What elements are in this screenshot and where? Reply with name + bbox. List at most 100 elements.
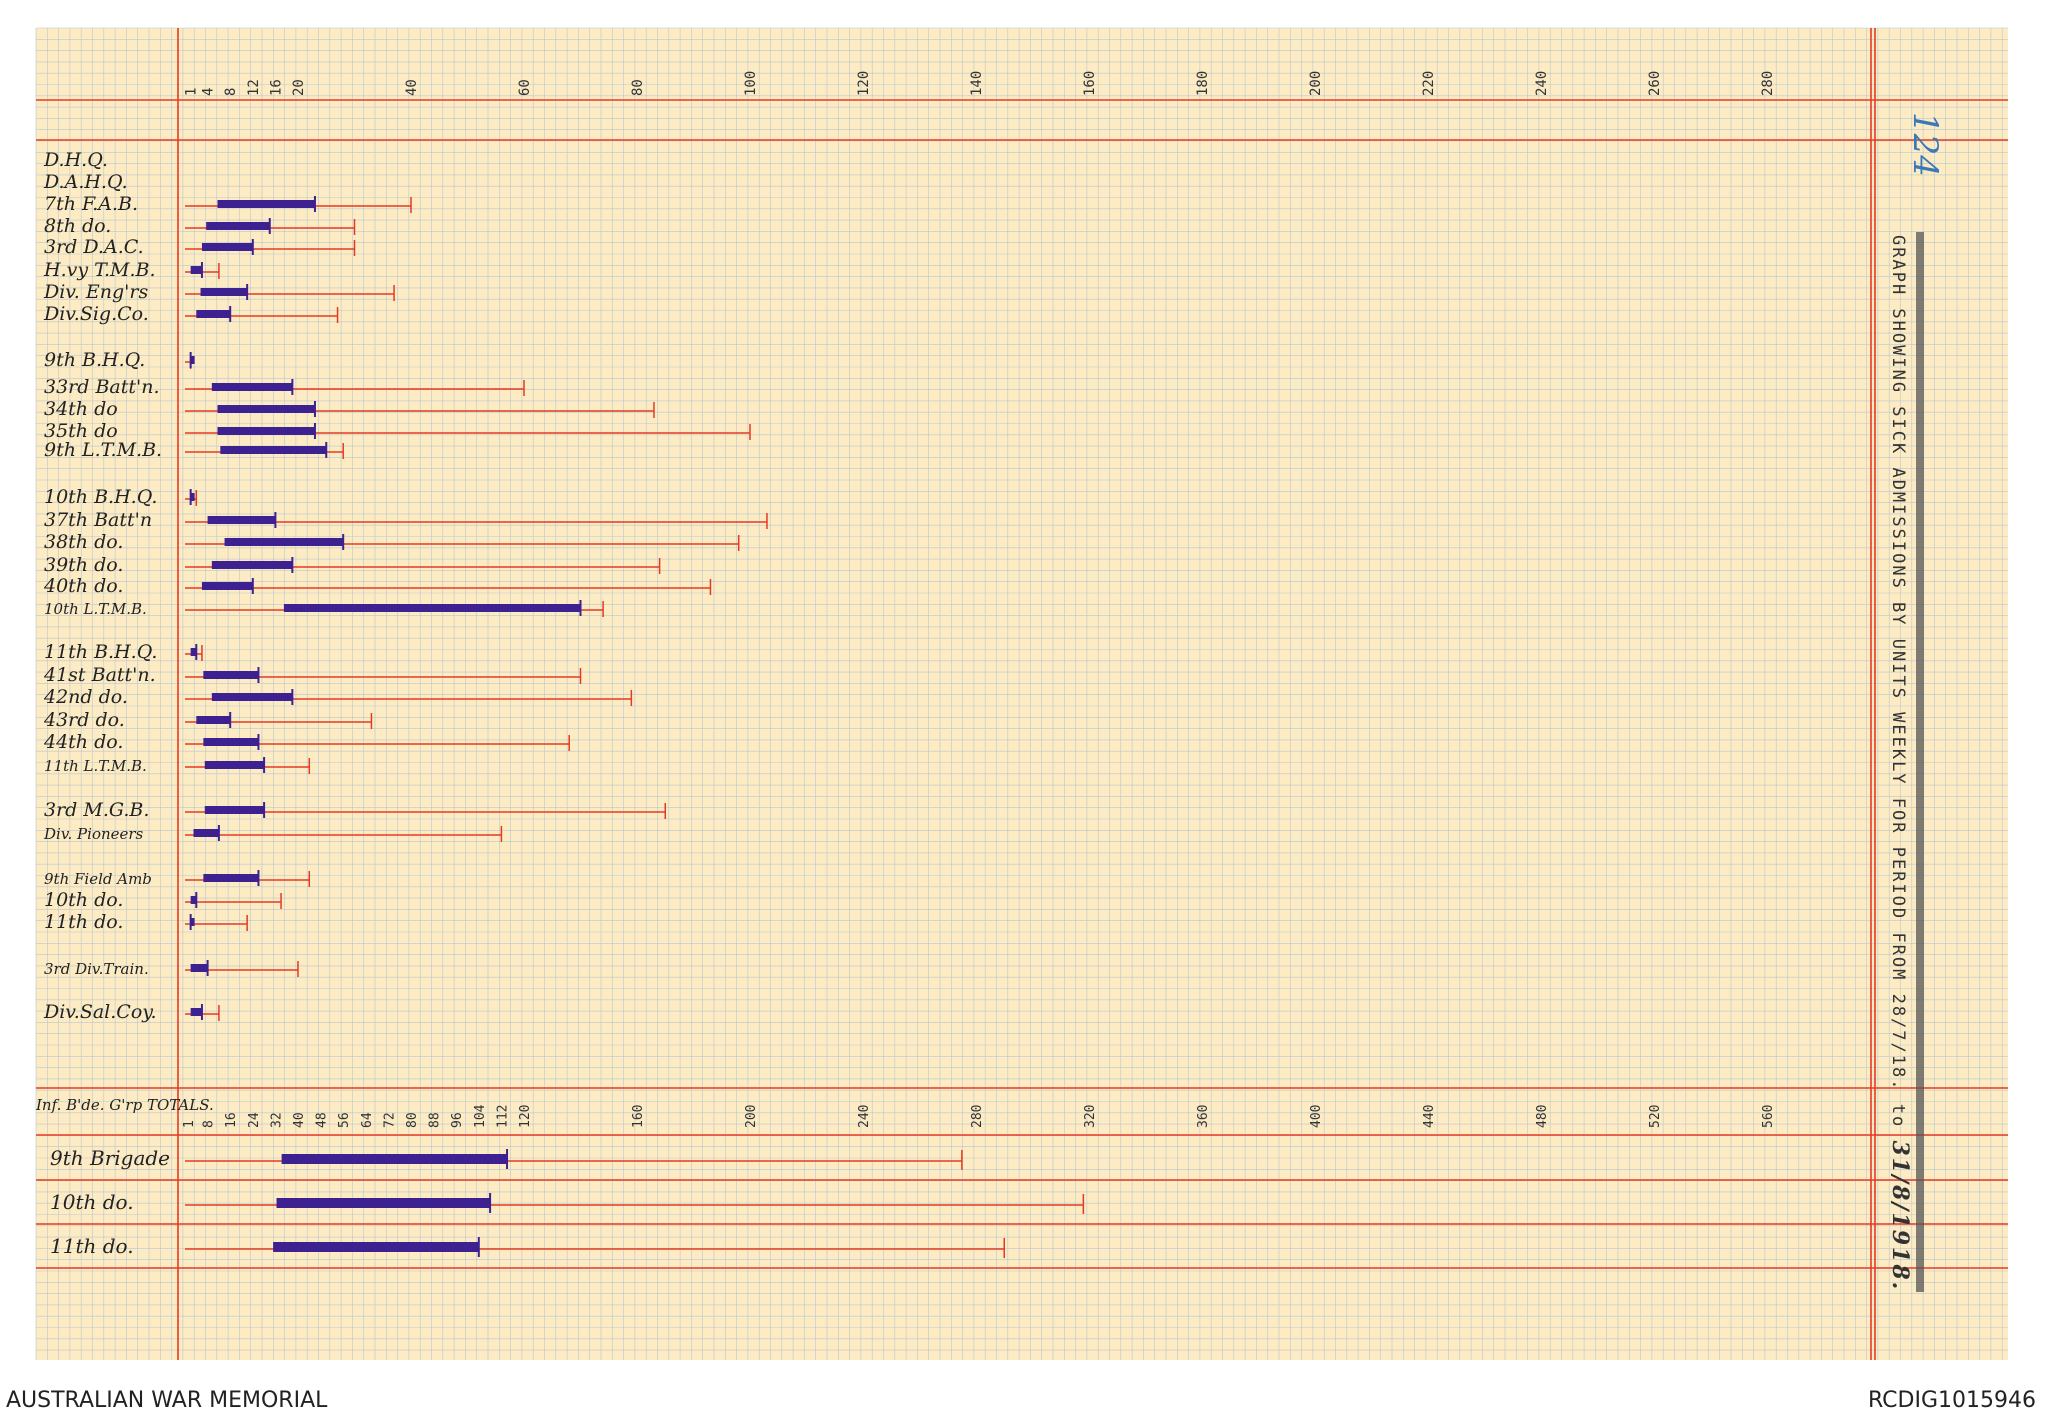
category-label: 11th L.T.M.B. xyxy=(44,757,147,775)
totals-tick-label: 16 xyxy=(224,1112,239,1128)
admission-bar xyxy=(217,427,315,435)
admission-bar xyxy=(224,538,344,546)
x-tick-label: 16 xyxy=(268,79,284,96)
category-label: 41st Batt'n. xyxy=(43,664,156,686)
totals-tick-label: 1 xyxy=(182,1120,197,1128)
admission-bar xyxy=(217,200,315,208)
category-label: 10th L.T.M.B. xyxy=(44,600,147,618)
category-label: 9th Field Amb xyxy=(44,870,152,888)
x-tick-label: 280 xyxy=(1760,71,1776,96)
totals-tick-label: 360 xyxy=(1196,1105,1211,1128)
category-label: 3rd Div.Train. xyxy=(44,960,149,978)
admission-bar xyxy=(204,761,265,769)
admission-bar xyxy=(201,243,253,251)
admission-bar xyxy=(211,383,293,391)
category-label: 11th do. xyxy=(44,911,123,933)
totals-bar xyxy=(273,1242,479,1252)
category-label: 10th B.H.Q. xyxy=(44,486,157,508)
grid xyxy=(35,27,2008,1360)
x-tick-label: 240 xyxy=(1534,71,1550,96)
category-label: 37th Batt'n xyxy=(44,509,152,531)
category-label: 9th B.H.Q. xyxy=(44,349,145,371)
totals-category-label: 11th do. xyxy=(50,1234,134,1258)
x-tick-label: 260 xyxy=(1647,71,1663,96)
totals-tick-label: 160 xyxy=(631,1105,646,1128)
category-label: Div.Sig.Co. xyxy=(43,303,149,325)
x-tick-label: 60 xyxy=(517,79,533,96)
x-tick-label: 20 xyxy=(291,79,307,96)
admission-bar xyxy=(220,446,327,454)
totals-tick-label: 320 xyxy=(1083,1105,1098,1128)
admission-bar xyxy=(190,1008,202,1016)
x-tick-label: 180 xyxy=(1195,71,1211,96)
totals-tick-label: 240 xyxy=(857,1105,872,1128)
admission-bar xyxy=(196,310,231,318)
date-from: 28/7/18. xyxy=(1888,993,1908,1092)
totals-tick-label: 560 xyxy=(1761,1105,1776,1128)
paper-sheet xyxy=(36,28,2008,1360)
footer-credit: AUSTRALIAN WAR MEMORIAL xyxy=(6,1388,328,1413)
totals-tick-label: 88 xyxy=(428,1112,443,1128)
category-label: 43rd do. xyxy=(43,709,125,731)
sick-admissions-chart: 1 4 8 12 16 20 40 60 80 100 120 140 160 180 200 220 240 2… xyxy=(35,27,2008,1360)
totals-tick-label: 104 xyxy=(473,1104,488,1128)
totals-tick-label: 24 xyxy=(247,1112,262,1128)
totals-tick-label: 48 xyxy=(315,1112,330,1128)
admission-bar xyxy=(190,266,202,274)
category-label: 10th do. xyxy=(44,889,123,911)
totals-category-label: 9th Brigade xyxy=(50,1146,170,1170)
admission-bar xyxy=(217,405,315,413)
date-to: 31/8/1918. xyxy=(1887,1140,1913,1292)
admission-bar xyxy=(204,806,265,814)
x-tick-label: 160 xyxy=(1082,71,1098,96)
category-label: 39th do. xyxy=(44,554,123,576)
category-label: 44th do. xyxy=(43,731,123,753)
totals-tick-label: 200 xyxy=(744,1105,759,1128)
chart-title: GRAPH SHOWING SICK ADMISSIONS BY UNITS W… xyxy=(1883,235,1913,1295)
admission-bar xyxy=(200,288,248,296)
admission-bar xyxy=(196,716,231,724)
date-to-word: to xyxy=(1888,1103,1908,1129)
admission-bar xyxy=(193,829,219,837)
totals-category-label: 10th do. xyxy=(50,1190,134,1214)
category-label: 11th B.H.Q. xyxy=(44,641,157,663)
admission-bar xyxy=(190,648,197,656)
category-label: 7th F.A.B. xyxy=(44,193,138,215)
category-label: Div. Eng'rs xyxy=(43,281,148,303)
totals-tick-label: 72 xyxy=(382,1112,397,1128)
category-label: H.vy T.M.B. xyxy=(43,259,156,281)
admission-bar xyxy=(203,874,259,882)
x-tick-label: 12 xyxy=(246,79,262,96)
category-label: D.A.H.Q. xyxy=(43,171,128,193)
x-tick-label: 40 xyxy=(404,79,420,96)
admission-bar xyxy=(211,561,293,569)
x-tick-label: 140 xyxy=(969,71,985,96)
totals-bar xyxy=(281,1154,508,1164)
category-label: 3rd D.A.C. xyxy=(44,236,144,258)
totals-tick-label: 64 xyxy=(360,1112,375,1128)
category-label: 33rd Batt'n. xyxy=(44,376,160,398)
category-label: 35th do xyxy=(44,420,118,442)
totals-tick-label: 440 xyxy=(1422,1105,1437,1128)
x-tick-label: 120 xyxy=(856,71,872,96)
totals-tick-label: 96 xyxy=(450,1112,465,1128)
totals-tick-label: 80 xyxy=(405,1112,420,1128)
category-label: 40th do. xyxy=(43,575,123,597)
x-tick-label: 200 xyxy=(1308,71,1324,96)
totals-tick-label: 480 xyxy=(1535,1105,1550,1128)
footer-id: RCDIG1015946 xyxy=(1867,1388,2036,1413)
x-tick-label: 8 xyxy=(223,88,239,96)
x-tick-label: 4 xyxy=(201,88,217,96)
totals-tick-label: 40 xyxy=(292,1112,307,1128)
admission-bar xyxy=(207,516,276,524)
category-label: 8th do. xyxy=(44,215,111,237)
admission-bar xyxy=(190,964,208,972)
category-label: 9th L.T.M.B. xyxy=(44,439,162,461)
admission-bar xyxy=(190,918,195,926)
category-label: 38th do. xyxy=(44,531,123,553)
category-label: 34th do xyxy=(44,398,118,420)
totals-tick-label: 520 xyxy=(1648,1105,1663,1128)
admission-bar xyxy=(190,493,195,501)
admission-bar xyxy=(190,356,195,364)
admission-bar xyxy=(283,604,581,612)
